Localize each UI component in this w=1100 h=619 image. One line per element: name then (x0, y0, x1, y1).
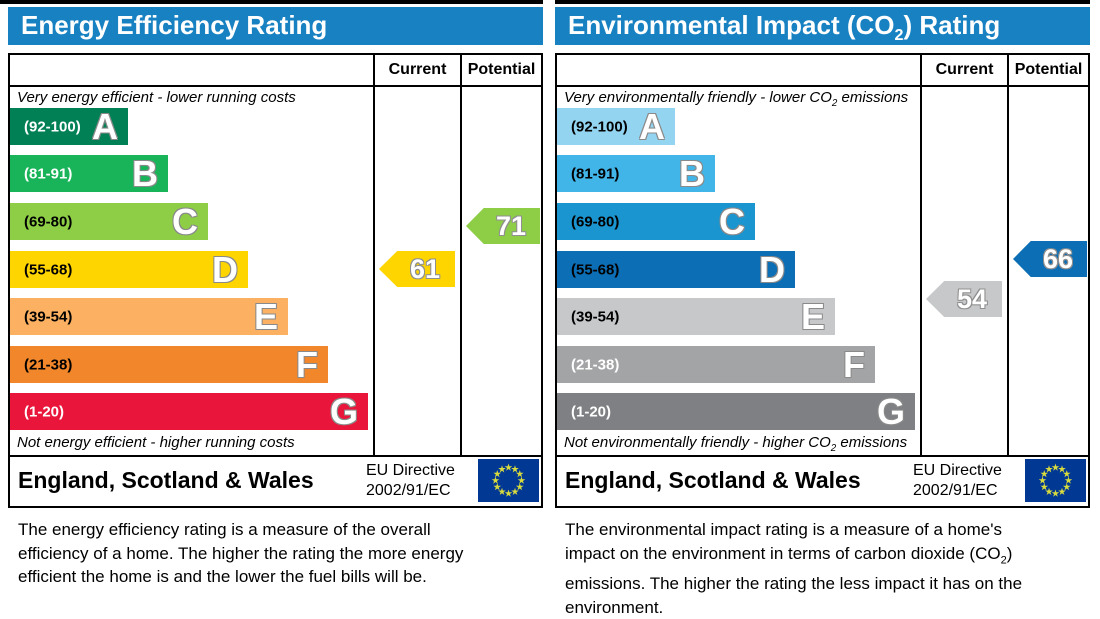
energy-panel-title: Energy Efficiency Rating (21, 10, 328, 40)
environmental-impact-panel: Environmental Impact (CO2) Rating Curren… (555, 7, 1090, 617)
potential-rating-value: 66 (1042, 244, 1074, 274)
band-c-letter: C (172, 200, 198, 242)
potential-rating-arrow: 66 (1013, 241, 1087, 277)
band-f-range: (21-38) (571, 356, 620, 373)
current-rating-arrow: 61 (379, 251, 455, 287)
current-rating-arrow: 54 (926, 281, 1002, 317)
bottom-note: Not energy efficient - higher running co… (17, 434, 295, 451)
band-a: (92-100) A (10, 105, 128, 147)
band-e: (39-54) E (557, 295, 835, 337)
band-a-range: (92-100) (571, 118, 628, 135)
band-f-range: (21-38) (24, 356, 73, 373)
eu-flag-icon (1025, 459, 1086, 502)
band-e-range: (39-54) (24, 308, 73, 325)
energy-efficiency-panel: Energy Efficiency Rating Current Potenti… (8, 7, 543, 612)
band-d-letter: D (759, 248, 785, 290)
top-border-strip-right (555, 0, 1090, 4)
band-a-letter: A (639, 105, 665, 147)
column-divider (460, 55, 462, 455)
footer-separator (10, 455, 541, 457)
band-d-range: (55-68) (571, 261, 620, 278)
environmental-panel-description: The environmental impact rating is a mea… (565, 520, 1023, 617)
current-column-header: Current (935, 61, 994, 78)
band-e-letter: E (800, 295, 825, 337)
band-e: (39-54) E (10, 295, 288, 337)
band-e-range: (39-54) (571, 308, 620, 325)
band-c: (69-80) C (10, 200, 208, 242)
environmental-panel-title: Environmental Impact (CO2) Rating (568, 10, 1001, 45)
potential-column-header: Potential (1014, 61, 1083, 78)
potential-rating-value: 71 (495, 211, 527, 241)
band-c: (69-80) C (557, 200, 755, 242)
footer-separator (557, 455, 1088, 457)
eu-flag-icon (478, 459, 539, 502)
band-a: (92-100) A (557, 105, 675, 147)
region-label: England, Scotland & Wales (18, 467, 314, 493)
band-b: (81-91) B (10, 152, 168, 194)
band-g-letter: G (329, 390, 358, 432)
band-b: (81-91) B (557, 152, 715, 194)
column-divider (373, 55, 375, 455)
band-a-range: (92-100) (24, 118, 81, 135)
column-divider (1007, 55, 1009, 455)
top-note: Very energy efficient - lower running co… (17, 89, 296, 106)
band-d-range: (55-68) (24, 261, 73, 278)
region-label: England, Scotland & Wales (565, 467, 861, 493)
potential-rating-arrow: 71 (466, 208, 540, 244)
band-b-letter: B (679, 152, 705, 194)
current-column-header: Current (388, 61, 447, 78)
band-b-range: (81-91) (24, 165, 73, 182)
current-rating-value: 61 (409, 254, 441, 284)
bottom-note: Not environmentally friendly - higher CO… (564, 434, 908, 454)
band-g-range: (1-20) (571, 403, 612, 420)
band-f-letter: F (843, 343, 865, 385)
band-d: (55-68) D (557, 248, 795, 290)
band-f-letter: F (296, 343, 318, 385)
band-b-range: (81-91) (571, 165, 620, 182)
environmental-panel-header: Environmental Impact (CO2) Rating (555, 7, 1090, 45)
header-separator (557, 85, 1088, 87)
top-note: Very environmentally friendly - lower CO… (564, 89, 909, 109)
band-c-range: (69-80) (571, 213, 620, 230)
column-divider (920, 55, 922, 455)
potential-column-header: Potential (467, 61, 536, 78)
band-c-letter: C (719, 200, 745, 242)
band-g: (1-20) G (10, 390, 368, 432)
top-border-strip-left (0, 0, 543, 4)
band-b-letter: B (132, 152, 158, 194)
band-g-range: (1-20) (24, 403, 65, 420)
eu-directive-label: EU Directive 2002/91/EC (913, 462, 1002, 499)
band-g-letter: G (876, 390, 905, 432)
current-rating-value: 54 (956, 284, 988, 314)
band-g: (1-20) G (557, 390, 915, 432)
band-f: (21-38) F (10, 343, 328, 385)
band-e-letter: E (253, 295, 278, 337)
energy-panel-header: Energy Efficiency Rating (8, 7, 543, 45)
band-d-letter: D (212, 248, 238, 290)
band-f: (21-38) F (557, 343, 875, 385)
header-separator (10, 85, 541, 87)
energy-rating-table: Current Potential Very energy efficient … (8, 53, 543, 508)
eu-directive-label: EU Directive 2002/91/EC (366, 462, 455, 499)
band-d: (55-68) D (10, 248, 248, 290)
environmental-rating-table: Current Potential Very environmentally f… (555, 53, 1090, 508)
energy-panel-description: The energy efficiency rating is a measur… (18, 520, 464, 586)
band-c-range: (69-80) (24, 213, 73, 230)
band-a-letter: A (92, 105, 118, 147)
